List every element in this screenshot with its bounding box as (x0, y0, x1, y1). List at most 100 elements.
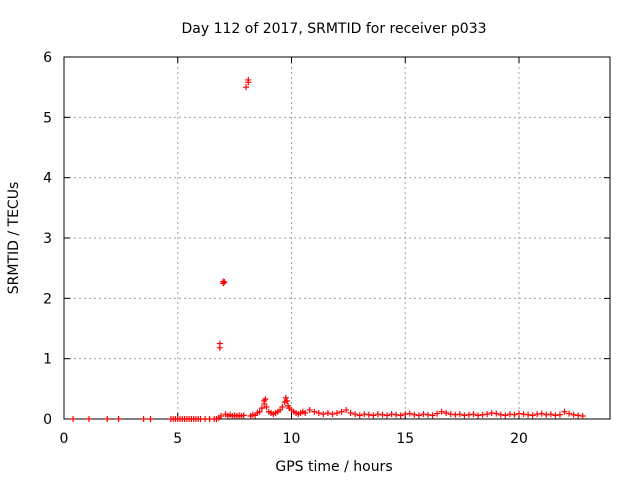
data-point (243, 84, 249, 91)
x-tick-label: 10 (283, 431, 301, 447)
data-point (484, 411, 491, 418)
data-point (552, 412, 559, 419)
data-point (434, 410, 441, 417)
data-point (420, 411, 427, 418)
data-point (397, 412, 404, 419)
data-point (538, 410, 545, 417)
data-point (393, 411, 400, 418)
data-point (302, 409, 309, 416)
data-point (356, 412, 363, 419)
data-point (388, 411, 395, 418)
data-point (465, 411, 472, 418)
data-point (384, 412, 391, 419)
data-point (575, 412, 582, 419)
data-point (525, 411, 532, 418)
data-point (329, 411, 336, 418)
data-point (334, 409, 340, 416)
chart-title: Day 112 of 2017, SRMTID for receiver p03… (181, 21, 486, 37)
data-point (365, 411, 372, 418)
data-point (516, 410, 522, 417)
x-axis-label: GPS time / hours (275, 459, 392, 475)
data-point (217, 412, 224, 419)
data-point (147, 416, 154, 422)
data-point (115, 416, 122, 422)
data-point (534, 411, 541, 418)
y-tick-label: 1 (43, 352, 52, 368)
data-point (315, 409, 322, 416)
data-point (258, 405, 265, 412)
data-point (443, 409, 450, 416)
data-point (140, 416, 147, 422)
data-point (543, 411, 550, 418)
axis-ticks: 0 5 10 15 20 0 1 2 3 4 5 6 (43, 50, 610, 447)
data-point (338, 408, 345, 415)
data-point (306, 406, 313, 413)
x-tick-label: 15 (396, 431, 414, 447)
y-axis-label: SRMTID / TECUs (6, 182, 22, 295)
x-tick-label: 20 (510, 431, 528, 447)
data-point (479, 411, 486, 418)
data-point (579, 412, 586, 419)
data-point (221, 279, 228, 286)
data-point (86, 416, 93, 422)
data-point (570, 411, 577, 418)
data-point (220, 278, 227, 285)
data-point (370, 412, 377, 419)
data-point (461, 412, 468, 419)
data-point (379, 411, 386, 418)
data-point (324, 409, 331, 416)
data-point (277, 406, 284, 413)
data-point (561, 408, 568, 415)
data-point (406, 410, 413, 417)
data-point (263, 403, 270, 410)
data-point (361, 411, 368, 418)
data-point (311, 408, 318, 415)
y-tick-label: 0 (43, 412, 52, 428)
data-point (520, 411, 527, 418)
data-point (240, 412, 247, 419)
data-point (511, 411, 518, 418)
data-point (470, 411, 477, 418)
data-point (411, 411, 418, 418)
data-point (343, 406, 350, 413)
data-point (493, 410, 500, 417)
x-tick-label: 0 (60, 431, 69, 447)
y-tick-label: 6 (43, 50, 52, 66)
data-point (415, 412, 422, 419)
data-point (488, 409, 495, 416)
data-point (456, 411, 463, 418)
data-point (566, 410, 573, 417)
y-tick-label: 2 (43, 291, 52, 307)
data-point (347, 409, 354, 416)
data-point (256, 408, 263, 415)
data-point (262, 396, 269, 403)
y-tick-label: 3 (43, 231, 52, 247)
data-point (497, 411, 504, 418)
data-point (352, 411, 359, 418)
grid (64, 57, 610, 419)
data-point (320, 411, 327, 418)
data-point (502, 412, 509, 419)
data-point (282, 394, 289, 401)
data-point (279, 403, 286, 410)
y-tick-label: 4 (43, 171, 52, 187)
y-tick-label: 5 (43, 110, 52, 126)
data-point (104, 416, 111, 422)
data-points (70, 76, 586, 422)
data-point (429, 412, 436, 419)
data-point (374, 411, 381, 418)
data-point (402, 411, 409, 418)
data-point (547, 411, 554, 418)
data-point (261, 400, 268, 407)
data-point (447, 411, 454, 418)
data-point (425, 411, 431, 418)
data-point (529, 412, 536, 419)
data-point (475, 412, 482, 419)
data-point (283, 397, 290, 404)
data-point (506, 411, 513, 418)
x-tick-label: 5 (173, 431, 182, 447)
data-point (556, 411, 563, 418)
data-point (245, 76, 252, 83)
data-point (216, 344, 223, 351)
